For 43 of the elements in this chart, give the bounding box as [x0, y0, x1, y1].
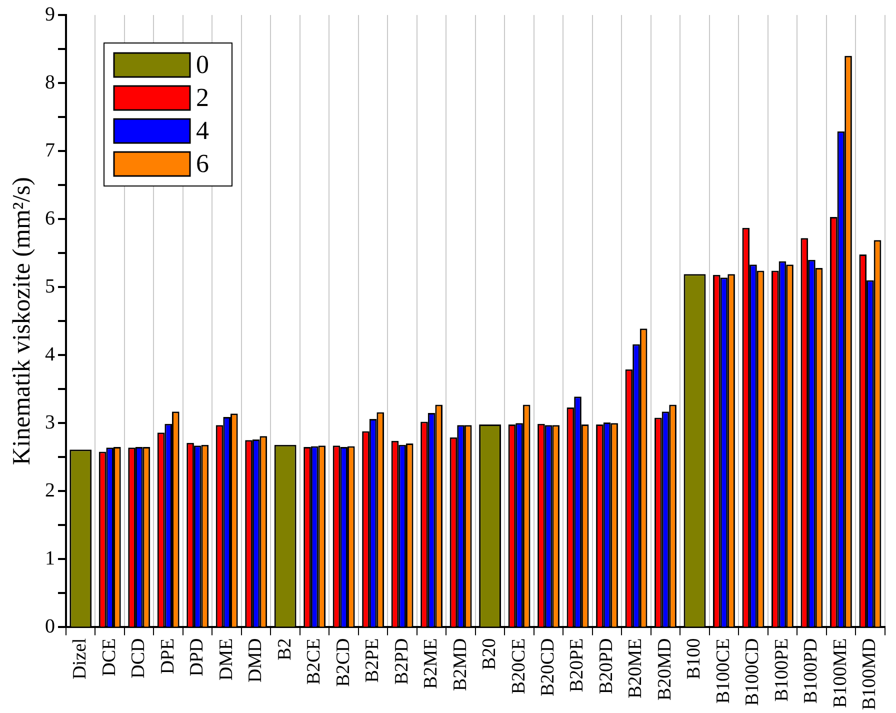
- x-tick-label: DCD: [128, 638, 150, 678]
- y-tick-label: 6: [45, 207, 55, 230]
- y-tick-label: 0: [45, 615, 55, 638]
- x-tick-label: B2CD: [332, 638, 354, 687]
- x-tick-label: DMD: [245, 638, 266, 683]
- y-tick-label: 3: [45, 411, 55, 434]
- x-tick-label: Dizel: [70, 638, 91, 680]
- x-tick-label: B20MD: [654, 638, 676, 701]
- x-tick-label: B20PE: [566, 638, 588, 692]
- y-tick-label: 8: [45, 71, 55, 94]
- x-tick-label: B100CE: [712, 638, 734, 704]
- x-tick-label: B20PD: [596, 638, 617, 694]
- x-tick-label: B20: [479, 638, 500, 670]
- x-tick-label: B2MD: [450, 638, 471, 692]
- x-tick-label: B100MD: [859, 638, 880, 710]
- y-tick-label: 2: [45, 479, 55, 502]
- x-tick-label: DME: [216, 638, 237, 680]
- x-tick-label: DPE: [157, 638, 178, 674]
- x-tick-label: B2CE: [304, 638, 325, 685]
- y-axis-title: Kinematik viskozite (mm²/s): [8, 177, 36, 466]
- legend-label: 6: [196, 148, 209, 178]
- y-tick-label: 1: [45, 547, 55, 570]
- x-tick-label: B20CE: [508, 638, 530, 694]
- x-tick-label: B100PE: [771, 638, 792, 702]
- x-tick-label: B20ME: [625, 638, 646, 698]
- x-tick-label: B2: [274, 638, 296, 660]
- y-tick-label: 9: [45, 3, 55, 26]
- legend-label: 0: [196, 50, 209, 79]
- y-tick-label: 4: [45, 343, 55, 366]
- x-tick-label: B2ME: [420, 638, 442, 689]
- y-tick-label: 5: [45, 275, 55, 298]
- x-tick-label: DPD: [186, 638, 208, 676]
- x-tick-label: B100PD: [800, 638, 822, 704]
- x-tick-label: DCE: [98, 638, 120, 676]
- x-tick-label: B100ME: [830, 638, 851, 708]
- x-tick-label: B2PE: [362, 638, 384, 683]
- x-tick-label: B20CD: [538, 638, 559, 696]
- legend-label: 2: [196, 82, 209, 112]
- y-tick-label: 7: [45, 139, 55, 162]
- x-tick-label: B100: [684, 638, 705, 680]
- x-tick-label: B2PD: [391, 638, 412, 685]
- x-tick-label: B100CD: [742, 638, 764, 706]
- legend-label: 4: [196, 116, 209, 145]
